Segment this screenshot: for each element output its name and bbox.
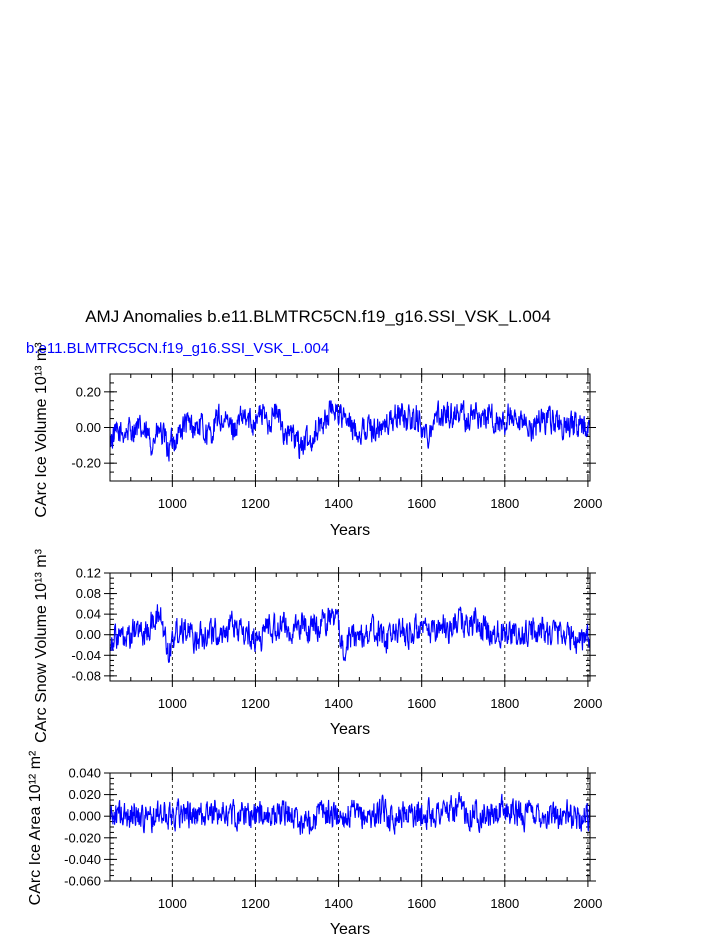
plot-frame	[109, 373, 591, 482]
figure-subtitle: b.e11.BLMTRC5CN.f19_g16.SSI_VSK_L.004	[26, 340, 329, 357]
y-tick-label: -0.04	[71, 648, 101, 663]
x-tick-label: 1800	[490, 496, 519, 511]
x-tick-label: 1000	[158, 896, 187, 911]
x-tick-label: 1600	[407, 496, 436, 511]
x-tick-label: 1000	[158, 496, 187, 511]
x-tick-label: 2000	[573, 496, 602, 511]
x-tick-label: 1600	[407, 696, 436, 711]
x-tick-label: 1200	[241, 696, 270, 711]
y-tick-label: 0.020	[68, 787, 101, 802]
series-line	[109, 399, 591, 462]
x-axis-label: Years	[330, 522, 370, 539]
y-tick-label: 0.08	[76, 586, 101, 601]
y-tick-label: 0.000	[68, 809, 101, 824]
x-tick-label: 1000	[158, 696, 187, 711]
x-tick-label: 1600	[407, 896, 436, 911]
x-tick-label: 1800	[490, 696, 519, 711]
series-line	[109, 604, 591, 663]
x-axis-label: Years	[330, 921, 370, 935]
x-tick-label: 2000	[573, 696, 602, 711]
y-tick-label: 0.040	[68, 766, 101, 781]
x-tick-label: 1800	[490, 896, 519, 911]
y-tick-label: 0.04	[76, 607, 101, 622]
plot-frame	[109, 772, 591, 882]
figure-title: AMJ Anomalies b.e11.BLMTRC5CN.f19_g16.SS…	[85, 307, 551, 326]
y-tick-label: -0.060	[64, 874, 101, 889]
y-tick-label: 0.00	[76, 420, 101, 435]
series-line	[109, 792, 591, 835]
snow-volume-panel: 1000 1200 1400 1600 1800 2000 0.12 0.08 0.04 0.00…	[33, 548, 602, 743]
ice-area-panel: 1000 1200 1400 1600 1800 2000 0.040 0.020 0.000 -…	[27, 750, 602, 935]
y-tick-label: 0.20	[76, 384, 101, 399]
y-tick-label: -0.08	[71, 668, 101, 683]
y-tick-label: 0.00	[76, 627, 101, 642]
y-axis-label: CArc Ice Volume 10¹³ m³	[33, 342, 50, 518]
x-tick-label: 1400	[324, 896, 353, 911]
x-tick-label: 1200	[241, 896, 270, 911]
y-tick-label: -0.040	[64, 852, 101, 867]
plot-frame	[109, 572, 591, 682]
x-tick-label: 1400	[324, 696, 353, 711]
y-tick-label: -0.020	[64, 830, 101, 845]
ice-volume-panel: 1000 1200 1400 1600 1800 2000 0.20 0.00 -0.20 Yea…	[33, 342, 602, 539]
x-tick-label: 2000	[573, 896, 602, 911]
x-tick-label: 1400	[324, 496, 353, 511]
y-tick-label: 0.12	[76, 566, 101, 581]
y-tick-label: -0.20	[71, 456, 101, 471]
y-axis-label: CArc Ice Area 10¹² m²	[27, 750, 44, 905]
y-axis-label: CArc Snow Volume 10¹³ m³	[33, 548, 50, 743]
x-axis-label: Years	[330, 721, 370, 738]
x-tick-label: 1200	[241, 496, 270, 511]
